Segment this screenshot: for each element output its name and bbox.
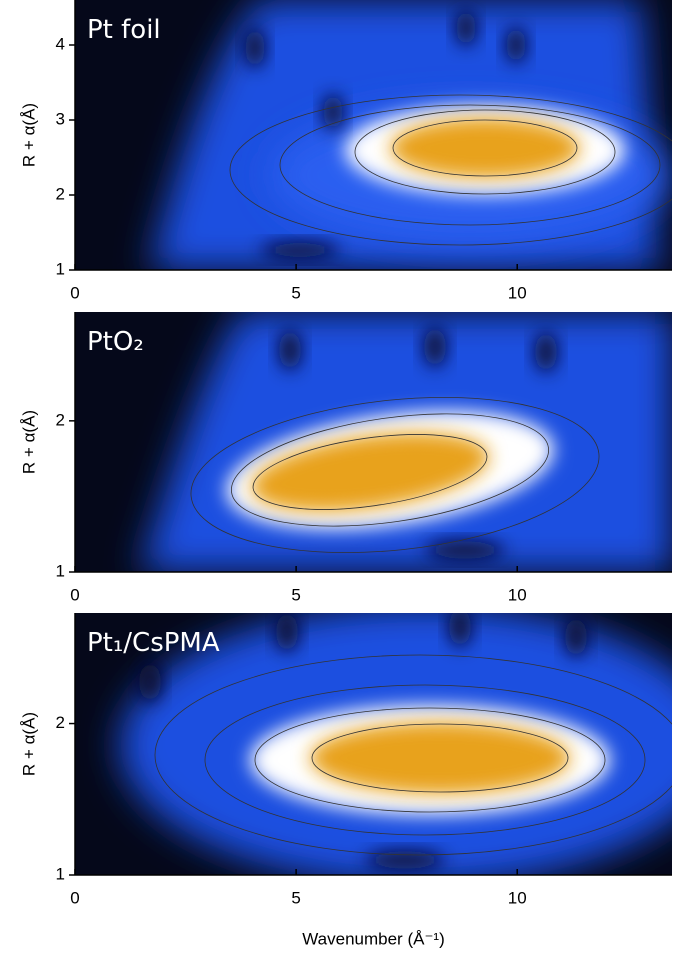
panel-title: PtO₂ [87,327,144,357]
contour-field [75,613,672,875]
x-axis-label: Wavenumber (Å⁻¹) [302,929,444,948]
y-tick-label: 1 [56,864,65,883]
x-tick-label: 10 [508,283,527,302]
panel-title: Pt₁/CsPMA [87,628,220,658]
y-axis-label: R + α(Å) [19,103,38,167]
x-tick-label: 5 [291,888,300,907]
y-tick-label: 1 [56,561,65,580]
x-tick-label: 5 [291,283,300,302]
contour-field [75,0,672,270]
y-tick-label: 2 [56,184,65,203]
y-axis-label: R + α(Å) [19,410,38,474]
y-axis-label: R + α(Å) [19,712,38,776]
y-tick-label: 4 [56,34,65,53]
y-tick-label: 1 [56,259,65,278]
x-tick-label: 5 [291,585,300,604]
x-tick-label: 0 [70,283,79,302]
x-tick-label: 10 [508,585,527,604]
y-tick-label: 2 [56,410,65,429]
panel-title: Pt foil [87,15,161,45]
x-tick-label: 0 [70,585,79,604]
contour-field [75,312,672,572]
x-tick-label: 0 [70,888,79,907]
y-tick-label: 2 [56,713,65,732]
x-tick-label: 10 [508,888,527,907]
y-tick-label: 3 [56,109,65,128]
